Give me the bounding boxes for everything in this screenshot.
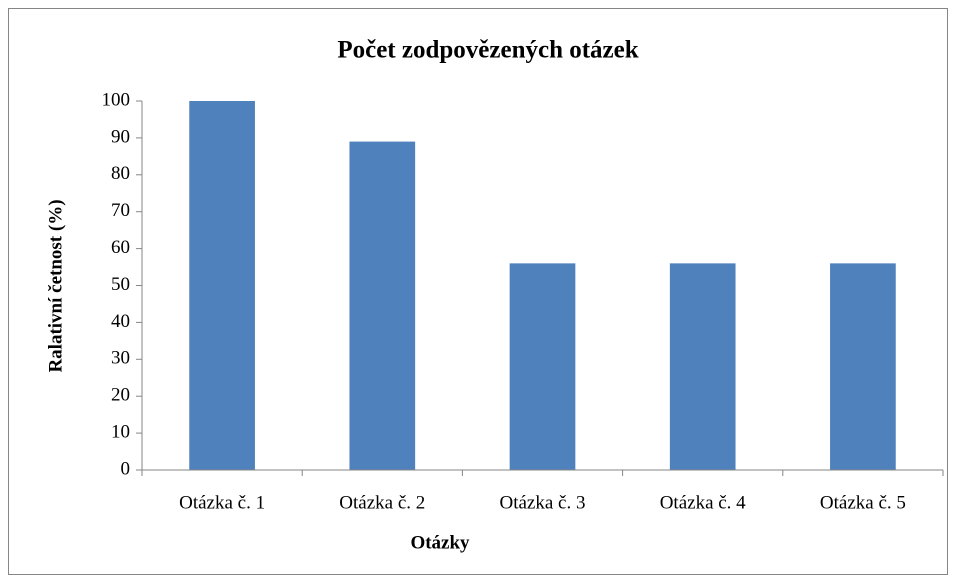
- bar: [349, 141, 416, 470]
- y-tick-label: 10: [111, 421, 130, 442]
- bar: [830, 263, 896, 470]
- y-tick-label: 40: [111, 311, 130, 332]
- y-tick-label: 0: [121, 458, 131, 479]
- chart-title: Počet zodpovězených otázek: [337, 37, 638, 64]
- x-tick-label: Otázka č. 4: [660, 492, 746, 513]
- y-tick-label: 90: [111, 126, 130, 147]
- y-tick-label: 60: [111, 237, 130, 258]
- bar: [509, 263, 576, 470]
- y-tick-label: 50: [111, 274, 130, 295]
- bar: [189, 101, 255, 470]
- x-tick-label: Otázka č. 3: [500, 492, 586, 513]
- x-axis-label: Otázky: [410, 532, 470, 553]
- x-tick-label: Otázka č. 5: [820, 492, 906, 513]
- y-tick-label: 80: [111, 163, 130, 184]
- x-tick-label: Otázka č. 2: [339, 492, 425, 513]
- bar: [669, 263, 736, 470]
- y-tick-label: 100: [102, 89, 131, 110]
- y-tick-label: 30: [111, 348, 130, 369]
- chart-border: [8, 8, 948, 575]
- y-tick-label: 70: [111, 200, 130, 221]
- x-tick-label: Otázka č. 1: [179, 492, 265, 513]
- y-tick-label: 20: [111, 385, 130, 406]
- y-axis-label: Ralativní četnost (%): [45, 199, 66, 372]
